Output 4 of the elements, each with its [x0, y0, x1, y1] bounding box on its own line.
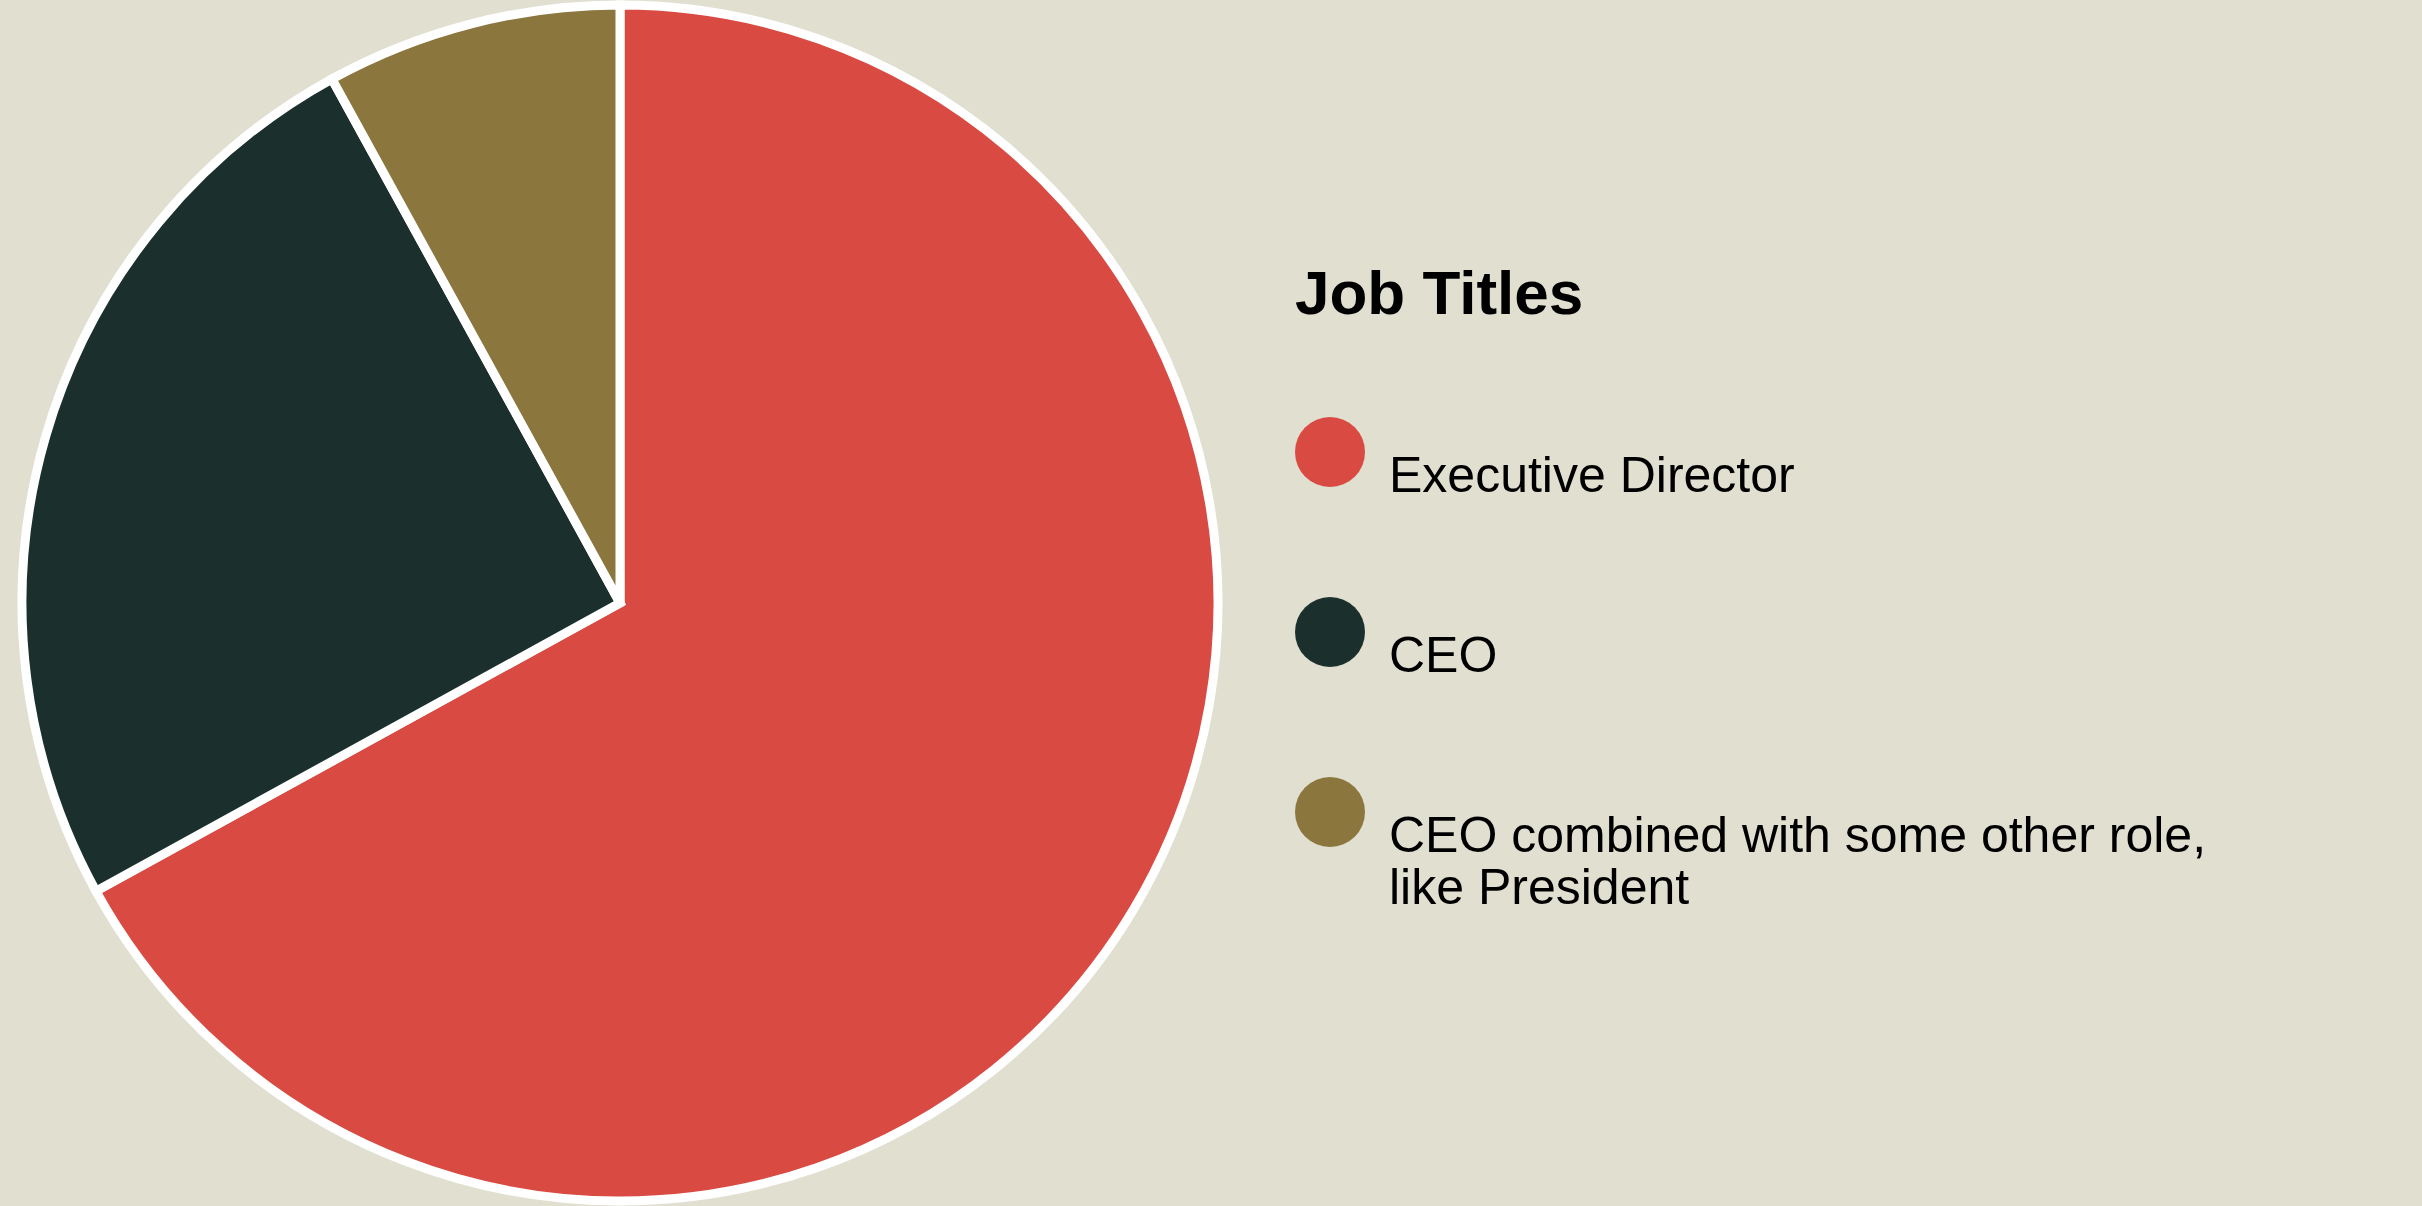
- legend-title: Job Titles: [1295, 258, 1584, 327]
- legend-label: Executive Director: [1389, 447, 1795, 503]
- legend-label: CEO: [1389, 627, 1498, 683]
- legend-label: CEO combined with some other role, like President: [1389, 807, 2207, 915]
